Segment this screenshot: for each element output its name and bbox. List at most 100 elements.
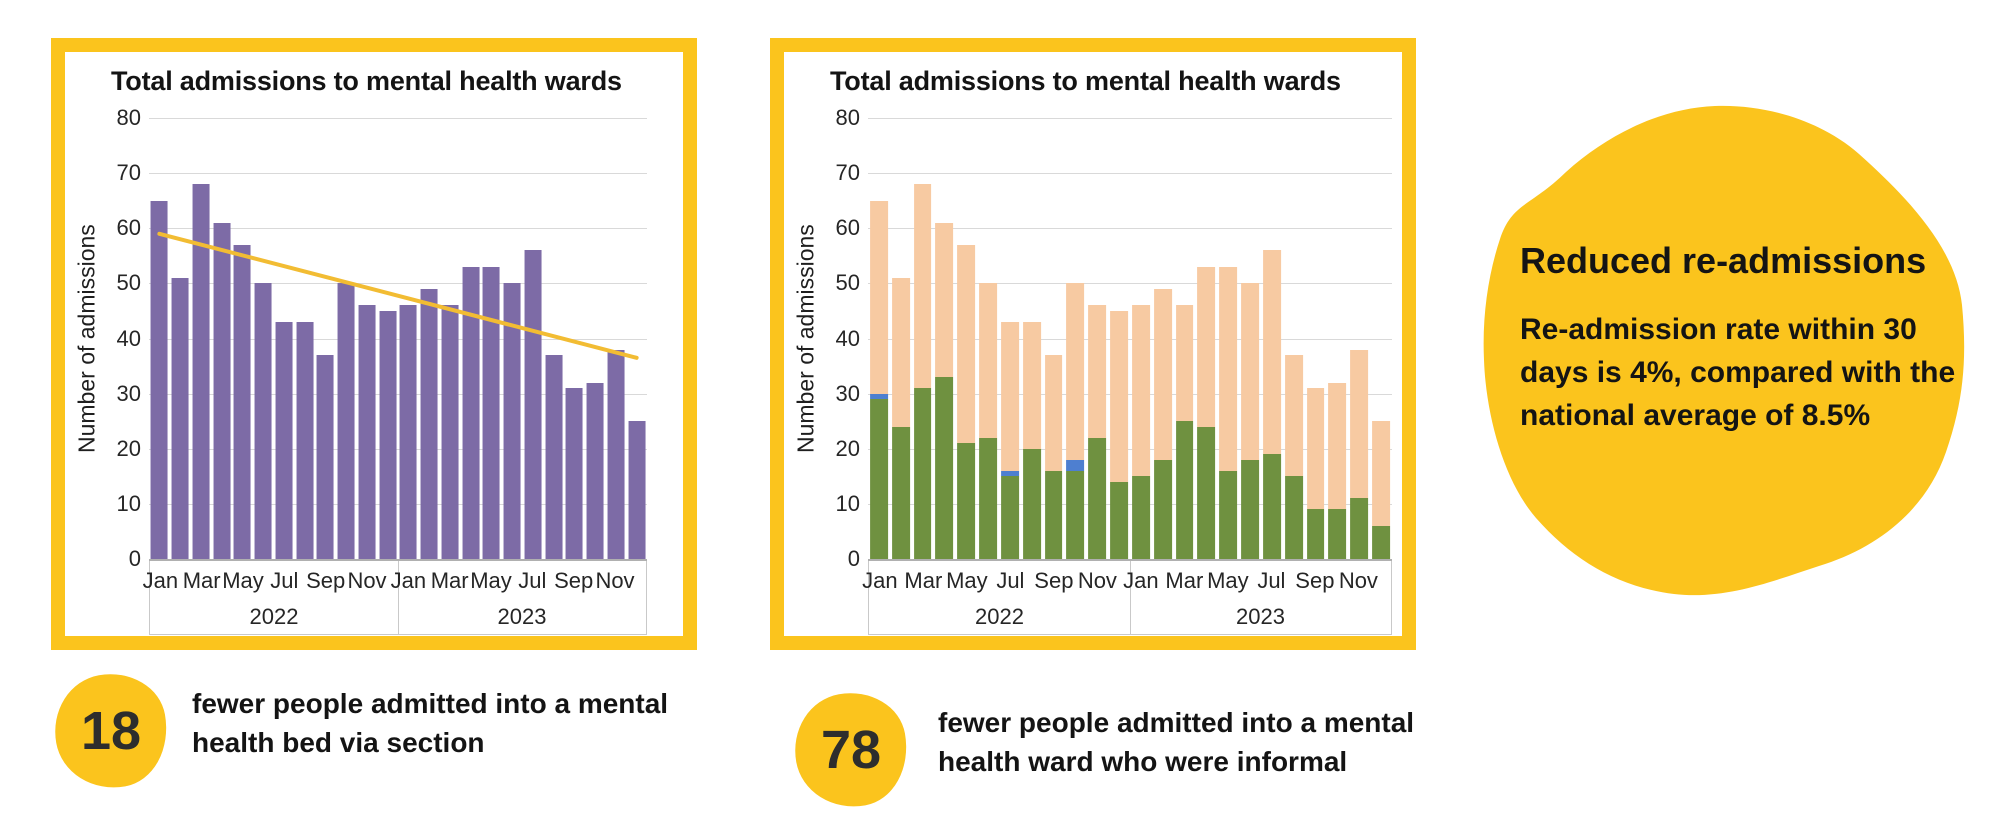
bar-segment — [1197, 426, 1216, 559]
bar-segment — [1372, 421, 1390, 526]
bar-segment — [1219, 470, 1238, 559]
x-month-label: Jan — [862, 568, 898, 593]
y-tick-label: 20 — [116, 435, 141, 461]
bar-segment — [1284, 476, 1303, 559]
bar-segment — [1241, 283, 1259, 460]
y-tick-label: 60 — [116, 215, 141, 241]
bar-segment — [1044, 355, 1063, 471]
gridline — [868, 283, 1392, 285]
x-axis-label-box: Jan Mar May Jul Sep Nov 2022 Jan Mar May Jul Sep Nov… — [862, 561, 1392, 635]
bar-segment — [607, 349, 625, 559]
year-separator — [1130, 561, 1131, 634]
x-month-label: May — [1207, 568, 1249, 593]
y-tick-label: 0 — [128, 546, 141, 571]
y-tick-label: 70 — [835, 160, 860, 186]
chart-card-total-admissions-stacked: Total admissions to mental health wards … — [770, 38, 1416, 650]
y-axis-ticks: 0 10 20 30 40 50 60 70 80 — [99, 105, 141, 571]
gridline — [149, 338, 647, 340]
bar-segment — [913, 184, 932, 389]
x-month-label: May — [946, 568, 988, 593]
gridline — [149, 503, 647, 505]
y-tick-label: 30 — [835, 380, 860, 406]
plot-column: Jan Mar May Jul Sep Nov 2022 Jan Mar May Jul Sep Nov… — [862, 118, 1392, 635]
bar-segment — [1284, 355, 1303, 477]
bar-segment — [524, 250, 542, 559]
bar-segment — [1022, 448, 1041, 559]
bar-segment — [1001, 476, 1019, 559]
x-month-label: Nov — [595, 568, 635, 593]
y-tick-label: 0 — [847, 546, 860, 571]
trend-line — [149, 118, 647, 559]
highlight-body: Re-admission rate within 30 days is 4%, … — [1520, 313, 1956, 432]
x-month-label: Sep — [306, 568, 346, 593]
bar-segment — [482, 266, 500, 559]
gridline — [868, 228, 1392, 230]
x-month-label: Jan — [390, 568, 427, 593]
bar-segment — [379, 310, 397, 559]
bar-segment — [891, 426, 910, 559]
bar-segment — [565, 388, 583, 559]
bar-segment — [891, 277, 910, 427]
x-month-label: Nov — [1338, 568, 1378, 593]
bar-segment — [1241, 459, 1259, 559]
bar-segment — [337, 283, 355, 559]
bar-segment — [913, 388, 932, 559]
bar-segment — [1088, 437, 1107, 559]
y-tick-label: 30 — [116, 380, 141, 406]
y-tick-label: 50 — [116, 270, 141, 296]
chart-title: Total admissions to mental health wards — [830, 66, 1341, 96]
bar-segment — [399, 305, 417, 559]
x-month-label: Mar — [182, 568, 221, 593]
bar-segment — [628, 421, 646, 559]
x-year-label: 2022 — [975, 604, 1024, 629]
x-month-label: Sep — [554, 568, 594, 593]
y-tick-label: 10 — [116, 490, 141, 516]
bar-segment — [254, 283, 272, 559]
stat-blob-78: 78 — [785, 684, 917, 816]
stat-value: 78 — [820, 720, 882, 780]
y-tick-label: 40 — [835, 325, 860, 351]
bar-segment — [1306, 388, 1325, 510]
gridline — [868, 448, 1392, 450]
bar-segment — [957, 443, 976, 559]
bar-segment — [1153, 288, 1172, 460]
year-separator — [398, 561, 399, 634]
highlight-blob: Reduced re-admissions Re-admission rate … — [1478, 100, 1993, 600]
x-month-label: Jul — [518, 568, 547, 593]
bar-segment — [441, 305, 459, 559]
y-tick-label: 20 — [835, 435, 860, 461]
highlight-title: Reduced re-admissions — [1520, 240, 1927, 281]
x-month-label: May — [222, 568, 264, 593]
bar-segment — [296, 321, 314, 559]
bar-segment — [870, 393, 888, 400]
plot-area — [149, 118, 647, 561]
x-year-label: 2023 — [497, 604, 547, 629]
chart-title: Total admissions to mental health wards — [111, 66, 622, 96]
gridline — [149, 283, 647, 285]
y-tick-label: 60 — [835, 215, 860, 241]
bar-segment — [979, 283, 997, 438]
bar-segment — [1044, 470, 1063, 559]
gridline — [868, 173, 1392, 175]
y-tick-label: 80 — [116, 105, 141, 130]
stat-blob-18: 18 — [45, 665, 177, 797]
bar-segment — [503, 283, 521, 559]
bar-segment — [316, 355, 334, 559]
y-tick-label: 80 — [835, 105, 860, 130]
bar-segment — [420, 288, 438, 559]
bar-segment — [1001, 321, 1019, 471]
chart-card-total-admissions-purple: Total admissions to mental health wards … — [51, 38, 697, 650]
bar-segment — [358, 305, 376, 559]
x-month-label: Sep — [1295, 568, 1335, 593]
x-month-label: Jan — [142, 568, 179, 593]
gridline — [868, 393, 1392, 395]
x-year-label: 2022 — [249, 604, 299, 629]
bar-segment — [1350, 498, 1369, 559]
x-month-label: Jan — [1123, 568, 1159, 593]
bar-segment — [1175, 421, 1194, 559]
bar-segment — [1153, 459, 1172, 559]
bar-segment — [1110, 310, 1128, 482]
bar-segment — [1175, 305, 1194, 422]
bar-segment — [870, 200, 888, 394]
